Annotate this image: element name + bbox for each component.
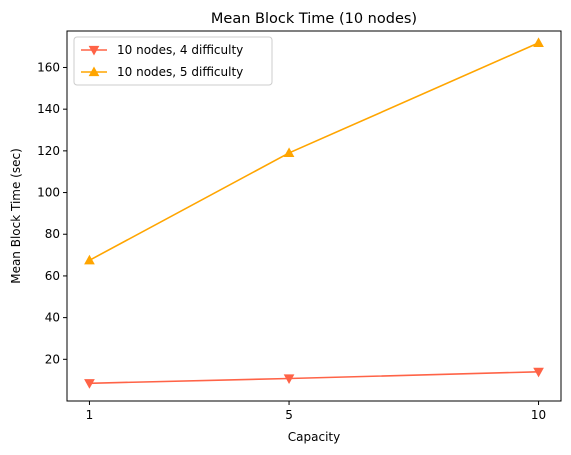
y-tick-label: 20 <box>45 352 60 366</box>
series-1 <box>84 367 544 389</box>
data-point <box>533 37 544 47</box>
data-point <box>84 379 95 389</box>
x-tick-label: 1 <box>86 408 94 422</box>
data-point <box>283 374 295 385</box>
x-tick-label: 10 <box>531 408 546 422</box>
axes-frame <box>66 30 562 402</box>
legend-item: 10 nodes, 4 difficulty <box>81 43 243 57</box>
data-point <box>283 147 295 158</box>
legend-label: 10 nodes, 4 difficulty <box>117 43 243 57</box>
data-point <box>84 254 95 265</box>
chart-title: Mean Block Time (10 nodes) <box>211 11 417 27</box>
y-tick-label: 60 <box>45 269 60 283</box>
x-axis-label: Capacity <box>288 430 340 444</box>
y-tick-label: 40 <box>45 311 60 325</box>
legend-marker <box>88 66 100 77</box>
legend-marker <box>88 45 100 56</box>
plot-area <box>84 37 544 389</box>
y-tick-label: 160 <box>37 60 60 74</box>
data-point <box>533 367 544 378</box>
legend-label: 10 nodes, 5 difficulty <box>117 65 243 79</box>
series-2 <box>84 37 544 265</box>
y-axis-label: Mean Block Time (sec) <box>9 148 23 284</box>
legend: 10 nodes, 4 difficulty 10 nodes, 5 diffic… <box>73 36 273 86</box>
legend-box <box>73 36 273 86</box>
y-tick-label: 80 <box>45 227 60 241</box>
x-tick-label: 5 <box>285 408 293 422</box>
series-line <box>89 371 539 385</box>
y-tick-label: 120 <box>37 144 60 158</box>
y-tick-label: 100 <box>37 186 60 200</box>
y-tick-label: 140 <box>37 102 60 116</box>
legend-item: 10 nodes, 5 difficulty <box>81 65 243 79</box>
axis-ticks: 1 5 10 20 40 60 80 100 120 140 160 <box>37 60 546 422</box>
